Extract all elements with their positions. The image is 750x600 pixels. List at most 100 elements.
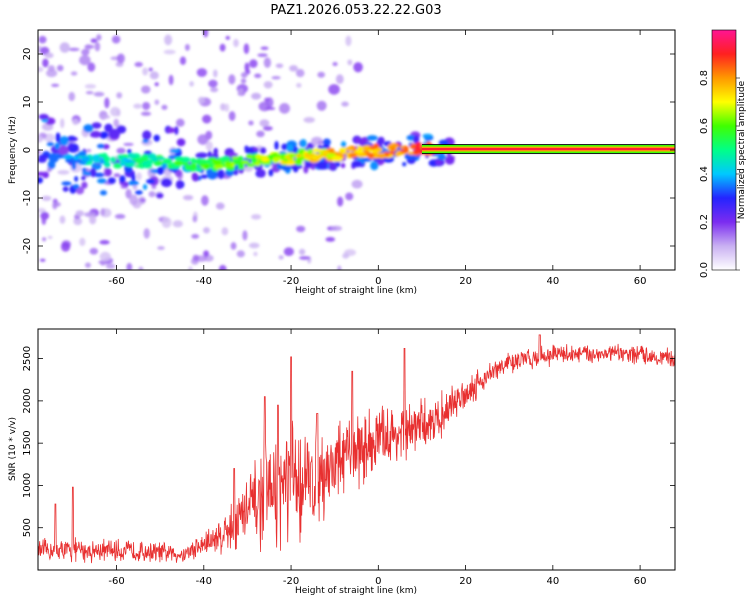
y-tick-label: 500 — [22, 518, 33, 537]
spectrogram-ridge-blob — [203, 163, 210, 170]
spectrogram-noise-blob — [325, 237, 336, 242]
spectrogram-noise-blob — [196, 68, 208, 77]
spectrogram-cluster-blob — [83, 124, 94, 133]
spectrogram-noise-blob — [264, 97, 270, 103]
y-tick-label: -10 — [22, 190, 33, 206]
spectrogram-cluster-blob — [435, 160, 443, 165]
spectrogram-cluster-blob — [108, 128, 121, 139]
spectrogram-noise-blob — [133, 103, 142, 109]
spectrogram-ridge-blob — [113, 162, 122, 169]
spectrogram-cluster-blob — [366, 135, 378, 141]
spectrogram-noise-blob — [262, 126, 273, 131]
spectrogram-cluster-blob — [38, 157, 47, 163]
spectrogram-cluster-blob — [280, 164, 291, 171]
spectrogram-panel: -60 -40 -20 0 20 40 60 -20 -10 0 10 20 Height of s… — [8, 29, 676, 296]
x-tick-label: 60 — [634, 576, 647, 587]
spectrogram-noise-blob — [38, 135, 44, 143]
spectrogram-cluster-blob — [217, 169, 225, 180]
colorbar-tick-label: 0.2 — [699, 214, 710, 230]
spectrogram-ridge-blob — [394, 152, 401, 157]
spectrogram-noise-blob — [154, 99, 160, 105]
spectrogram-ridge-blob — [184, 164, 193, 171]
spectrogram-cluster-blob — [71, 161, 77, 171]
spectrogram-cluster-blob — [131, 173, 136, 182]
spectrogram-cluster-blob — [160, 178, 173, 188]
spectrogram-ridge-blob — [339, 147, 347, 153]
colorbar: 0.0 0.2 0.4 0.6 0.8 Normalized spectral ampl… — [699, 29, 747, 278]
spectrogram-x-axis: -60 -40 -20 0 20 40 60 — [108, 30, 646, 287]
spectrogram-cluster-blob — [91, 122, 102, 129]
spectrogram-noise-blob — [94, 41, 101, 52]
spectrogram-noise-blob — [96, 34, 102, 41]
spectrogram-ridge-blob — [103, 155, 111, 163]
spectrogram-ridge-blob — [155, 161, 164, 165]
spectrogram-noise-blob — [296, 82, 302, 88]
spectrogram-ridge-blob — [116, 154, 124, 161]
spectrogram-ridge-blob — [110, 156, 117, 163]
snr-series-line — [38, 334, 675, 564]
spectrogram-noise-blob — [60, 242, 71, 252]
snr-y-axis: 500 1000 1500 2000 2500 — [22, 346, 675, 537]
y-tick-label: 1500 — [22, 430, 33, 455]
spectrogram-noise-blob — [182, 195, 194, 201]
spectrogram-noise-blob — [161, 216, 172, 228]
spectrogram-noise-blob — [172, 220, 183, 228]
spectrogram-noise-blob — [87, 62, 96, 72]
spectrogram-ridge-blob — [71, 159, 82, 164]
spectrogram-cluster-blob — [195, 152, 207, 159]
spectrogram-noise-blob — [164, 34, 173, 46]
spectrogram-noise-blob — [175, 118, 185, 127]
spectrogram-noise-blob — [60, 118, 65, 129]
spectrogram-cluster-blob — [134, 190, 143, 195]
spectrogram-noise-blob — [85, 91, 94, 95]
spectrogram-cluster-blob — [276, 163, 284, 170]
spectrogram-noise-blob — [163, 49, 176, 55]
spectrogram-cluster-blob — [73, 184, 80, 190]
spectrogram-ridge-blob — [294, 159, 303, 166]
spectrogram-noise-blob — [142, 67, 149, 76]
spectrogram-ridge-blob — [415, 141, 422, 148]
y-tick-label: 2500 — [22, 346, 33, 371]
spectrogram-ridge-blob — [64, 154, 73, 160]
spectrogram-cluster-blob — [176, 138, 186, 147]
spectrogram-cluster-blob — [351, 160, 363, 168]
spectrogram-cluster-blob — [299, 139, 307, 148]
spectrogram-ridge-blob — [151, 157, 158, 162]
spectrogram-cluster-blob — [445, 156, 455, 165]
colorbar-tick-label: 0.8 — [699, 70, 710, 86]
spectrogram-cluster-blob — [54, 142, 60, 150]
spectrogram-noise-blob — [86, 148, 92, 153]
spectrogram-cluster-blob — [62, 186, 69, 192]
spectrogram-noise-blob — [263, 57, 272, 68]
spectrogram-cluster-blob — [38, 113, 49, 120]
spectrogram-ridge-blob — [173, 160, 183, 166]
spectrogram-cluster-blob — [99, 131, 109, 139]
spectrogram-noise-blob — [116, 147, 126, 154]
spectrogram-noise-blob — [219, 43, 226, 52]
spectrogram-cluster-blob — [38, 177, 44, 184]
spectrogram-noise-blob — [248, 120, 254, 126]
figure-title: PAZ1.2026.053.22.22.G03 — [270, 3, 441, 18]
spectrogram-noise-blob — [168, 74, 174, 86]
spectrogram-noise-blob — [221, 227, 229, 236]
spectrogram-noise-blob — [213, 69, 218, 78]
spectrogram-noise-blob — [105, 263, 116, 269]
x-tick-label: 0 — [375, 276, 381, 287]
spectrogram-noise-blob — [279, 103, 290, 114]
spectrogram-noise-blob — [47, 65, 55, 72]
x-tick-label: 40 — [546, 276, 559, 287]
spectrogram-cluster-blob — [68, 142, 74, 148]
spectrogram-noise-blob — [205, 141, 213, 151]
spectrogram-noise-blob — [295, 69, 305, 78]
spectrogram-ridge-blob — [220, 156, 231, 162]
spectrogram-cluster-blob — [340, 163, 346, 169]
x-tick-label: 0 — [375, 576, 381, 587]
spectrogram-ridge-blob — [194, 167, 203, 172]
spectrogram-noise-blob — [116, 108, 121, 117]
spectrogram-noise-blob — [197, 96, 205, 104]
spectrogram-cluster-blob — [61, 181, 72, 186]
spectrogram-cluster-blob — [124, 165, 133, 174]
spectrogram-ridge-blob — [93, 157, 101, 164]
spectrogram-noise-blob — [316, 100, 327, 111]
spectrogram-noise-blob — [81, 48, 90, 56]
